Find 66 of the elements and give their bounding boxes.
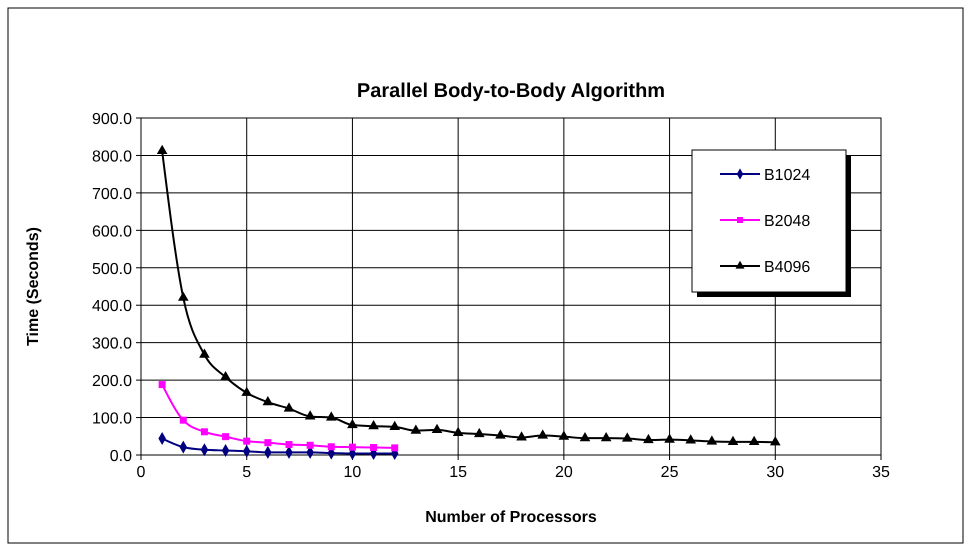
point	[326, 411, 337, 421]
point	[770, 436, 781, 446]
legend-label: B4096	[764, 259, 810, 276]
y-tick-label: 100.0	[92, 410, 132, 428]
x-tick-label: 0	[136, 464, 146, 481]
point	[558, 430, 570, 440]
x-tick-label: 30	[766, 464, 784, 481]
point	[368, 420, 379, 430]
point	[580, 432, 590, 442]
y-tick-label: 600.0	[92, 223, 132, 240]
x-tick-label: 20	[554, 464, 573, 481]
point	[664, 434, 675, 443]
y-tick-label: 200.0	[92, 373, 132, 390]
point	[348, 444, 356, 451]
point	[389, 420, 400, 430]
point	[200, 428, 208, 436]
chart-title: Parallel Body-to-Body Algorithm	[356, 80, 666, 102]
y-tick-label: 300.0	[92, 336, 132, 353]
y-tick-label: 900.0	[92, 111, 132, 128]
point	[600, 432, 612, 442]
point	[706, 435, 718, 445]
point	[306, 442, 314, 449]
y-tick-label: 0.0	[110, 448, 132, 465]
point	[284, 402, 294, 412]
point	[537, 429, 548, 439]
point	[199, 348, 210, 358]
point	[241, 386, 252, 396]
x-tick-label: 25	[660, 464, 679, 481]
point	[516, 431, 527, 440]
x-axis-title: Number of Processors	[425, 509, 597, 526]
point	[622, 432, 633, 442]
point	[178, 292, 189, 301]
point	[156, 144, 168, 154]
point	[222, 433, 230, 440]
x-tick-label: 35	[872, 464, 890, 481]
point	[264, 439, 272, 446]
point	[643, 434, 654, 444]
point	[370, 444, 378, 452]
y-axis-title: Time (Seconds)	[25, 227, 42, 346]
point	[685, 434, 696, 444]
legend-label: B1024	[764, 167, 810, 184]
y-tick-label: 400.0	[92, 298, 132, 316]
point	[432, 424, 442, 433]
point	[410, 424, 422, 434]
x-tick-label: 5	[242, 464, 252, 481]
point	[452, 426, 464, 436]
point	[220, 370, 231, 380]
y-tick-label: 700.0	[92, 186, 132, 203]
point	[158, 381, 166, 388]
point	[728, 436, 738, 445]
point	[243, 438, 250, 445]
legend-label: B2048	[764, 213, 810, 230]
y-tick-label: 800.0	[92, 148, 132, 166]
point	[180, 416, 187, 424]
point	[328, 443, 335, 450]
x-tick-label: 10	[344, 464, 362, 481]
x-tick-label: 15	[449, 464, 468, 481]
point	[262, 396, 274, 406]
y-tick-label: 500.0	[92, 260, 132, 278]
point	[495, 429, 506, 439]
point	[304, 410, 316, 420]
point	[347, 418, 358, 428]
point	[286, 441, 292, 448]
point	[474, 428, 485, 438]
point	[748, 436, 760, 445]
point	[391, 444, 398, 452]
